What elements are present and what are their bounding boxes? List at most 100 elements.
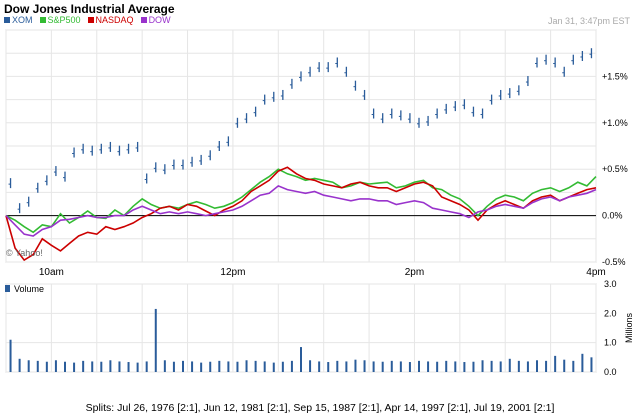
volume-bar-33: [309, 360, 312, 372]
volume-bar-63: [581, 353, 584, 372]
volume-bar-34: [318, 361, 321, 372]
volume-ylabel: Millions: [624, 313, 634, 344]
volume-legend-label: Volume: [14, 284, 44, 294]
volume-bar-25: [236, 361, 239, 372]
chart-title: Dow Jones Industrial Average: [4, 2, 175, 16]
volume-bar-61: [563, 359, 566, 372]
volume-bar-9: [91, 361, 94, 372]
volume-bar-62: [572, 360, 575, 372]
volume-bar-2: [27, 360, 30, 372]
volume-bar-6: [64, 361, 66, 372]
y-tick-label: +1.5%: [602, 71, 628, 81]
volume-bar-45: [418, 360, 420, 372]
volume-bar-1: [18, 358, 21, 372]
series-line-dow: [5, 184, 597, 237]
volume-bar-0: [9, 339, 12, 372]
volume-bar-36: [336, 360, 339, 372]
volume-bar-29: [272, 362, 275, 372]
volume-bar-39: [363, 360, 366, 372]
price-grid: [5, 29, 597, 263]
legend-item-sp500[interactable]: S&P500: [39, 15, 81, 25]
x-tick-label: 2pm: [405, 267, 424, 278]
series-line-nasdaq: [5, 166, 597, 262]
volume-bar-59: [545, 360, 548, 372]
volume-bar-12: [118, 361, 121, 372]
volume-bar-64: [590, 357, 593, 372]
volume-bar-51: [472, 361, 475, 372]
volume-bar-11: [109, 360, 112, 372]
legend-swatch-nasdaq: [87, 17, 94, 23]
volume-bar-60: [554, 355, 557, 372]
volume-bar-10: [100, 361, 103, 372]
volume-bar-32: [300, 347, 302, 372]
legend-item-dow[interactable]: DOW: [140, 15, 171, 25]
volume-y-tick-label: 3.0: [604, 279, 617, 289]
volume-bar-22: [209, 361, 212, 372]
volume-bar-21: [200, 362, 203, 372]
volume-bar-58: [536, 360, 538, 372]
volume-legend-swatch: [5, 285, 10, 292]
price-series: [5, 48, 597, 262]
legend-item-nasdaq[interactable]: NASDAQ: [87, 15, 134, 25]
volume-bar-48: [445, 360, 448, 372]
legend-swatch-dow: [140, 17, 147, 23]
legend-label-nasdaq: NASDAQ: [95, 15, 134, 25]
volume-bar-38: [354, 359, 357, 372]
volume-bar-20: [191, 361, 194, 372]
volume-bar-52: [481, 360, 484, 372]
volume-bar-23: [218, 360, 221, 372]
volume-bar-8: [82, 360, 85, 372]
legend-swatch-sp500: [39, 17, 46, 23]
volume-bar-44: [408, 362, 411, 372]
volume-bar-26: [245, 360, 248, 372]
volume-y-tick-label: 0.0: [604, 367, 617, 377]
volume-bar-18: [172, 361, 175, 372]
volume-bar-28: [263, 361, 266, 372]
volume-bar-31: [290, 360, 293, 372]
watermark: © Yahoo!: [6, 248, 43, 258]
volume-bar-47: [436, 361, 439, 372]
volume-bar-49: [454, 361, 457, 372]
volume-bar-24: [227, 361, 230, 372]
volume-y-tick-label: 1.0: [604, 338, 617, 348]
volume-bar-42: [390, 360, 393, 372]
volume-bar-13: [127, 362, 130, 372]
legend-swatch-xom: [4, 17, 10, 23]
volume-y-tick-label: 2.0: [604, 308, 617, 318]
volume-bar-14: [136, 362, 139, 372]
volume-bar-17: [163, 360, 166, 372]
y-tick-label: +1.0%: [602, 118, 628, 128]
volume-bar-40: [372, 361, 375, 372]
y-tick-label: +0.5%: [602, 164, 628, 174]
volume-bar-55: [508, 358, 511, 372]
y-tick-label: -0.5%: [602, 257, 626, 267]
volume-bar-35: [327, 362, 330, 372]
volume-bar-7: [73, 362, 76, 372]
volume-bar-4: [45, 361, 48, 372]
timestamp: Jan 31, 3:47pm EST: [547, 16, 630, 26]
volume-bar-56: [517, 360, 520, 372]
legend: XOM S&P500 NASDAQ DOW: [4, 15, 171, 25]
volume-bar-30: [281, 361, 284, 372]
legend-item-xom[interactable]: XOM: [4, 15, 33, 25]
volume-bar-19: [182, 360, 184, 372]
legend-label-xom: XOM: [12, 15, 33, 25]
volume-panel: 3.0 2.0 1.0 0.0: [5, 279, 617, 377]
volume-bar-5: [54, 360, 57, 372]
volume-bar-15: [145, 361, 148, 372]
volume-bar-3: [36, 360, 39, 372]
volume-bar-53: [490, 360, 493, 372]
legend-label-sp500: S&P500: [47, 15, 81, 25]
volume-bar-50: [463, 362, 466, 372]
price-axis: +1.5% +1.0% +0.5% 0.0% -0.5% 10am 12pm 2pm 4pm: [39, 71, 628, 278]
x-tick-label: 12pm: [220, 267, 245, 278]
splits-footer: Splits: Jul 26, 1976 [2:1], Jun 12, 1981…: [85, 402, 555, 414]
volume-bar-54: [499, 361, 502, 372]
x-tick-label: 4pm: [586, 267, 605, 278]
volume-bar-27: [254, 360, 257, 372]
volume-bar-46: [427, 361, 430, 372]
volume-bar-43: [399, 361, 402, 372]
volume-bar-37: [345, 361, 348, 372]
legend-label-dow: DOW: [148, 15, 171, 25]
